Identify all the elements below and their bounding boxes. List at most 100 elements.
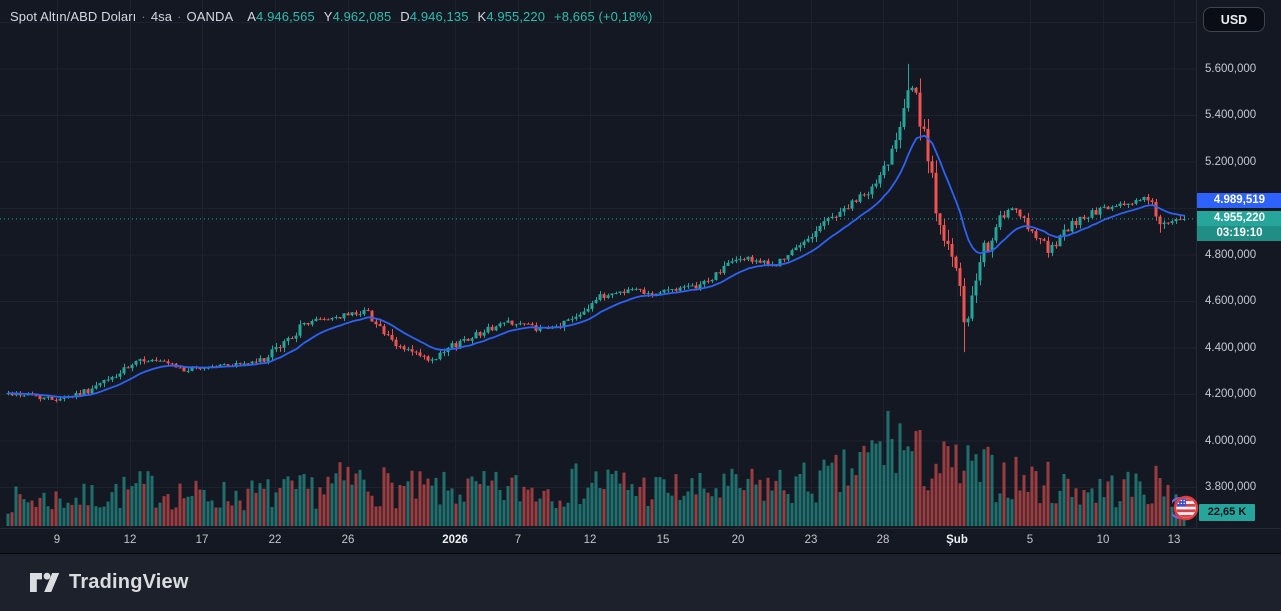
candle-body	[1034, 231, 1038, 239]
volume-bar	[318, 487, 322, 526]
time-axis[interactable]: 9 12 17 22 26 2026 7 12 15 20 23 28 Şub 5 10 13	[0, 528, 1281, 553]
volume-bar	[146, 471, 150, 526]
candle-body	[1150, 200, 1154, 202]
volume-bar	[962, 470, 966, 526]
volume-bar	[570, 468, 574, 526]
volume-bar	[42, 492, 46, 526]
candle-body	[998, 215, 1002, 228]
candle-body	[718, 272, 722, 274]
volume-bar	[330, 483, 334, 526]
volume-bar	[602, 488, 606, 526]
candle-body	[414, 351, 418, 353]
symbol-title[interactable]: Spot Altın/ABD Doları	[10, 9, 137, 24]
candle-body	[922, 126, 926, 129]
candle-body	[102, 380, 106, 384]
volume-bar	[1150, 503, 1154, 526]
volume-bar	[542, 490, 546, 526]
candle-body	[1066, 229, 1070, 232]
volume-bar	[510, 477, 514, 526]
time-axis-tick: 9	[53, 534, 61, 546]
candle-body	[838, 211, 842, 217]
candle-body	[186, 370, 190, 372]
candle-body	[914, 87, 918, 93]
interval-label[interactable]: 4sa	[150, 9, 173, 24]
volume-bar	[518, 501, 522, 526]
volume-bar	[174, 507, 178, 526]
volume-bar	[1006, 497, 1010, 526]
candle-body	[970, 295, 974, 319]
volume-bar	[482, 471, 486, 526]
candle-body	[678, 287, 682, 291]
candle-body	[714, 272, 718, 280]
volume-bar	[358, 469, 362, 526]
candle-body	[950, 244, 954, 257]
candle-body	[170, 363, 174, 365]
separator-dot: ·	[141, 9, 146, 24]
volume-bar	[694, 494, 698, 526]
price-axis[interactable]: USD 4.989,519 4.955,220 03:19:10 22,65 K…	[1196, 0, 1281, 528]
candle-body	[802, 241, 806, 246]
volume-bar	[6, 513, 10, 526]
volume-bar	[546, 489, 550, 526]
volume-bar	[826, 465, 830, 526]
volume-bar	[390, 482, 394, 526]
volume-bar	[74, 497, 78, 526]
volume-bar	[230, 505, 234, 526]
volume-bar	[1110, 475, 1114, 526]
volume-bar	[514, 475, 518, 526]
candle-body	[630, 289, 634, 291]
candle-body	[758, 260, 762, 263]
candle-body	[1014, 208, 1018, 210]
volume-bar	[1074, 488, 1078, 526]
volume-bar	[310, 477, 314, 526]
volume-bar	[638, 486, 642, 526]
candle-body	[1130, 203, 1134, 205]
candle-body	[90, 388, 94, 394]
volume-bar	[1034, 471, 1038, 526]
candle-body	[654, 293, 658, 295]
tradingview-wordmark[interactable]: TradingView	[69, 571, 189, 593]
economic-event-flag-icon[interactable]	[1172, 494, 1200, 522]
volume-bar	[898, 423, 902, 526]
volume-bar	[650, 499, 654, 526]
exchange-label[interactable]: OANDA	[186, 9, 234, 24]
volume-bar	[666, 492, 670, 526]
volume-bar	[34, 506, 38, 526]
volume-bar	[530, 487, 534, 526]
candle-body	[110, 377, 114, 380]
candle-body	[226, 364, 230, 366]
candlestick-chart[interactable]	[0, 0, 1196, 528]
volume-bar	[306, 488, 310, 526]
candle-body	[934, 172, 938, 214]
volume-bar	[538, 498, 542, 526]
volume-bar	[182, 498, 186, 526]
volume-bar	[410, 470, 414, 526]
candle-body	[418, 352, 422, 356]
volume-bar	[982, 449, 986, 526]
volume-bar	[718, 497, 722, 526]
time-axis-tick: 7	[514, 534, 522, 546]
candle-body	[1098, 207, 1102, 215]
volume-bar	[614, 470, 618, 526]
volume-bar	[274, 492, 278, 526]
tradingview-logo-icon[interactable]	[29, 570, 60, 595]
price-pane[interactable]	[0, 0, 1196, 528]
volume-bar	[282, 479, 286, 526]
volume-bar	[902, 450, 906, 526]
volume-bar	[986, 446, 990, 526]
currency-button[interactable]: USD	[1203, 7, 1265, 32]
volume-bar	[990, 454, 994, 526]
candle-body	[1138, 200, 1142, 202]
candle-body	[482, 332, 486, 336]
volume-bar	[934, 463, 938, 526]
volume-bar	[802, 462, 806, 526]
volume-bar	[166, 494, 170, 526]
candle-body	[710, 279, 714, 282]
volume-bar	[262, 488, 266, 526]
candle-body	[114, 376, 118, 378]
candle-body	[410, 349, 414, 352]
volume-bar	[1054, 503, 1058, 526]
candle-body	[686, 285, 690, 287]
candle-body	[254, 361, 258, 363]
price-axis-tick: 4.800,000	[1205, 248, 1257, 261]
